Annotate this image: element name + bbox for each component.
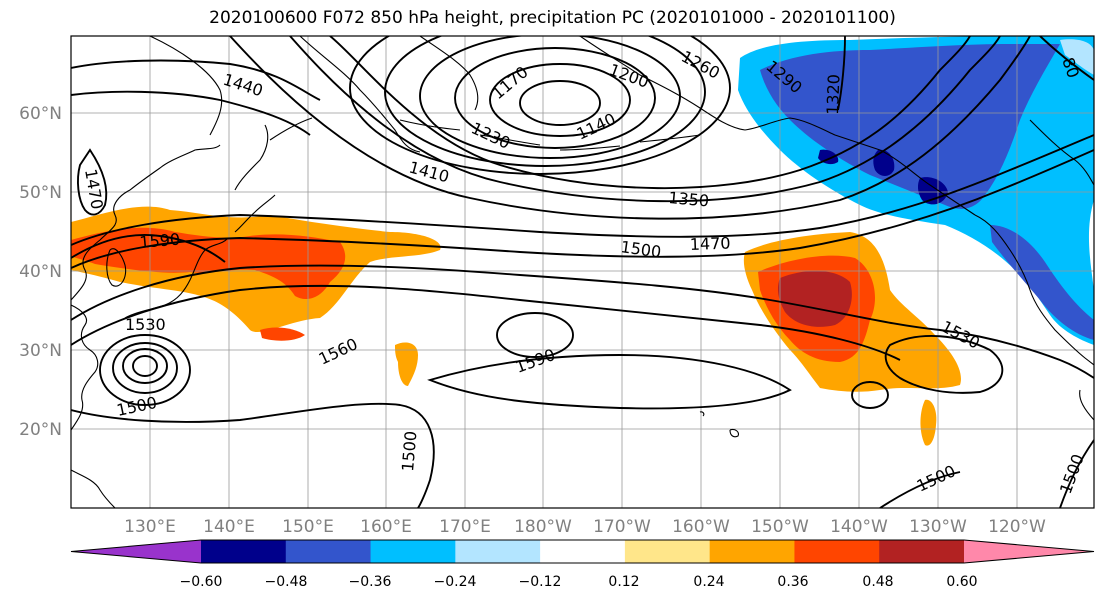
colorbar-tick-label: −0.24 <box>434 574 477 590</box>
colorbar-segment <box>540 540 626 563</box>
lat-label: 60°N <box>19 104 62 124</box>
height-contours <box>71 36 1094 508</box>
colorbar-extend-low <box>71 540 201 563</box>
colorbar-tick-label: 0.12 <box>608 574 639 590</box>
precip-shading-west <box>71 206 441 386</box>
colorbar-segment <box>794 540 880 563</box>
colorbar-tick-label: 0.36 <box>777 574 808 590</box>
lon-label: 180°W <box>514 517 572 537</box>
coastlines <box>71 36 1094 508</box>
contour-label: 1530 <box>125 315 166 334</box>
lon-label: 150°E <box>282 517 334 537</box>
colorbar-tick-label: −0.60 <box>180 574 223 590</box>
lat-label: 40°N <box>19 262 62 282</box>
colorbar-segment <box>455 540 541 563</box>
colorbar-tick-label: 0.24 <box>693 574 724 590</box>
lat-labels: 60°N 50°N 40°N 30°N 20°N <box>19 104 62 440</box>
colorbar-segment <box>879 540 965 563</box>
colorbar-extend-high <box>964 540 1094 563</box>
lon-label: 160°W <box>672 517 730 537</box>
precip-shading-east <box>743 232 961 446</box>
lon-label: 130°W <box>909 517 967 537</box>
colorbar-segment <box>624 540 711 563</box>
graticule <box>71 36 1094 508</box>
colorbar-ticks: −0.60 −0.48 −0.36 −0.24 −0.12 0.12 0.24 … <box>180 574 978 590</box>
lon-labels: 130°E 140°E 150°E 160°E 170°E 180°W 170°… <box>124 517 1046 537</box>
colorbar-segment <box>370 540 456 563</box>
lon-label: 130°E <box>124 517 176 537</box>
plot-frame <box>70 35 1095 509</box>
lon-label: 150°W <box>751 517 809 537</box>
contour-label: 1350 <box>668 188 710 210</box>
colorbar-outline <box>70 539 1095 564</box>
lon-label: 140°E <box>203 517 255 537</box>
lon-label: 160°E <box>360 517 412 537</box>
lon-label: 170°W <box>593 517 651 537</box>
colorbar-tick-label: −0.36 <box>349 574 392 590</box>
contour-label: 1470 <box>689 234 730 254</box>
colorbar-segment <box>709 540 795 563</box>
colorbar-tick-label: 0.60 <box>946 574 977 590</box>
map-title: 2020100600 F072 850 hPa height, precipit… <box>209 8 896 28</box>
contour-label: 1500 <box>398 430 420 472</box>
lat-label: 50°N <box>19 183 62 203</box>
lon-label: 140°W <box>830 517 888 537</box>
lon-label: 120°W <box>988 517 1046 537</box>
lon-label: 170°E <box>439 517 491 537</box>
lat-label: 30°N <box>19 341 62 361</box>
contour-label: 1590 <box>139 230 181 252</box>
colorbar-tick-label: −0.12 <box>519 574 562 590</box>
colorbar-segment <box>285 540 372 563</box>
colorbar-tick-label: 0.48 <box>862 574 893 590</box>
colorbar: −0.60 −0.48 −0.36 −0.24 −0.12 0.12 0.24 … <box>70 539 1095 590</box>
lat-label: 20°N <box>19 420 62 440</box>
colorbar-segments <box>70 539 1095 564</box>
colorbar-segment <box>201 540 287 563</box>
colorbar-tick-label: −0.48 <box>265 574 308 590</box>
contour-label: 1320 <box>823 74 843 115</box>
